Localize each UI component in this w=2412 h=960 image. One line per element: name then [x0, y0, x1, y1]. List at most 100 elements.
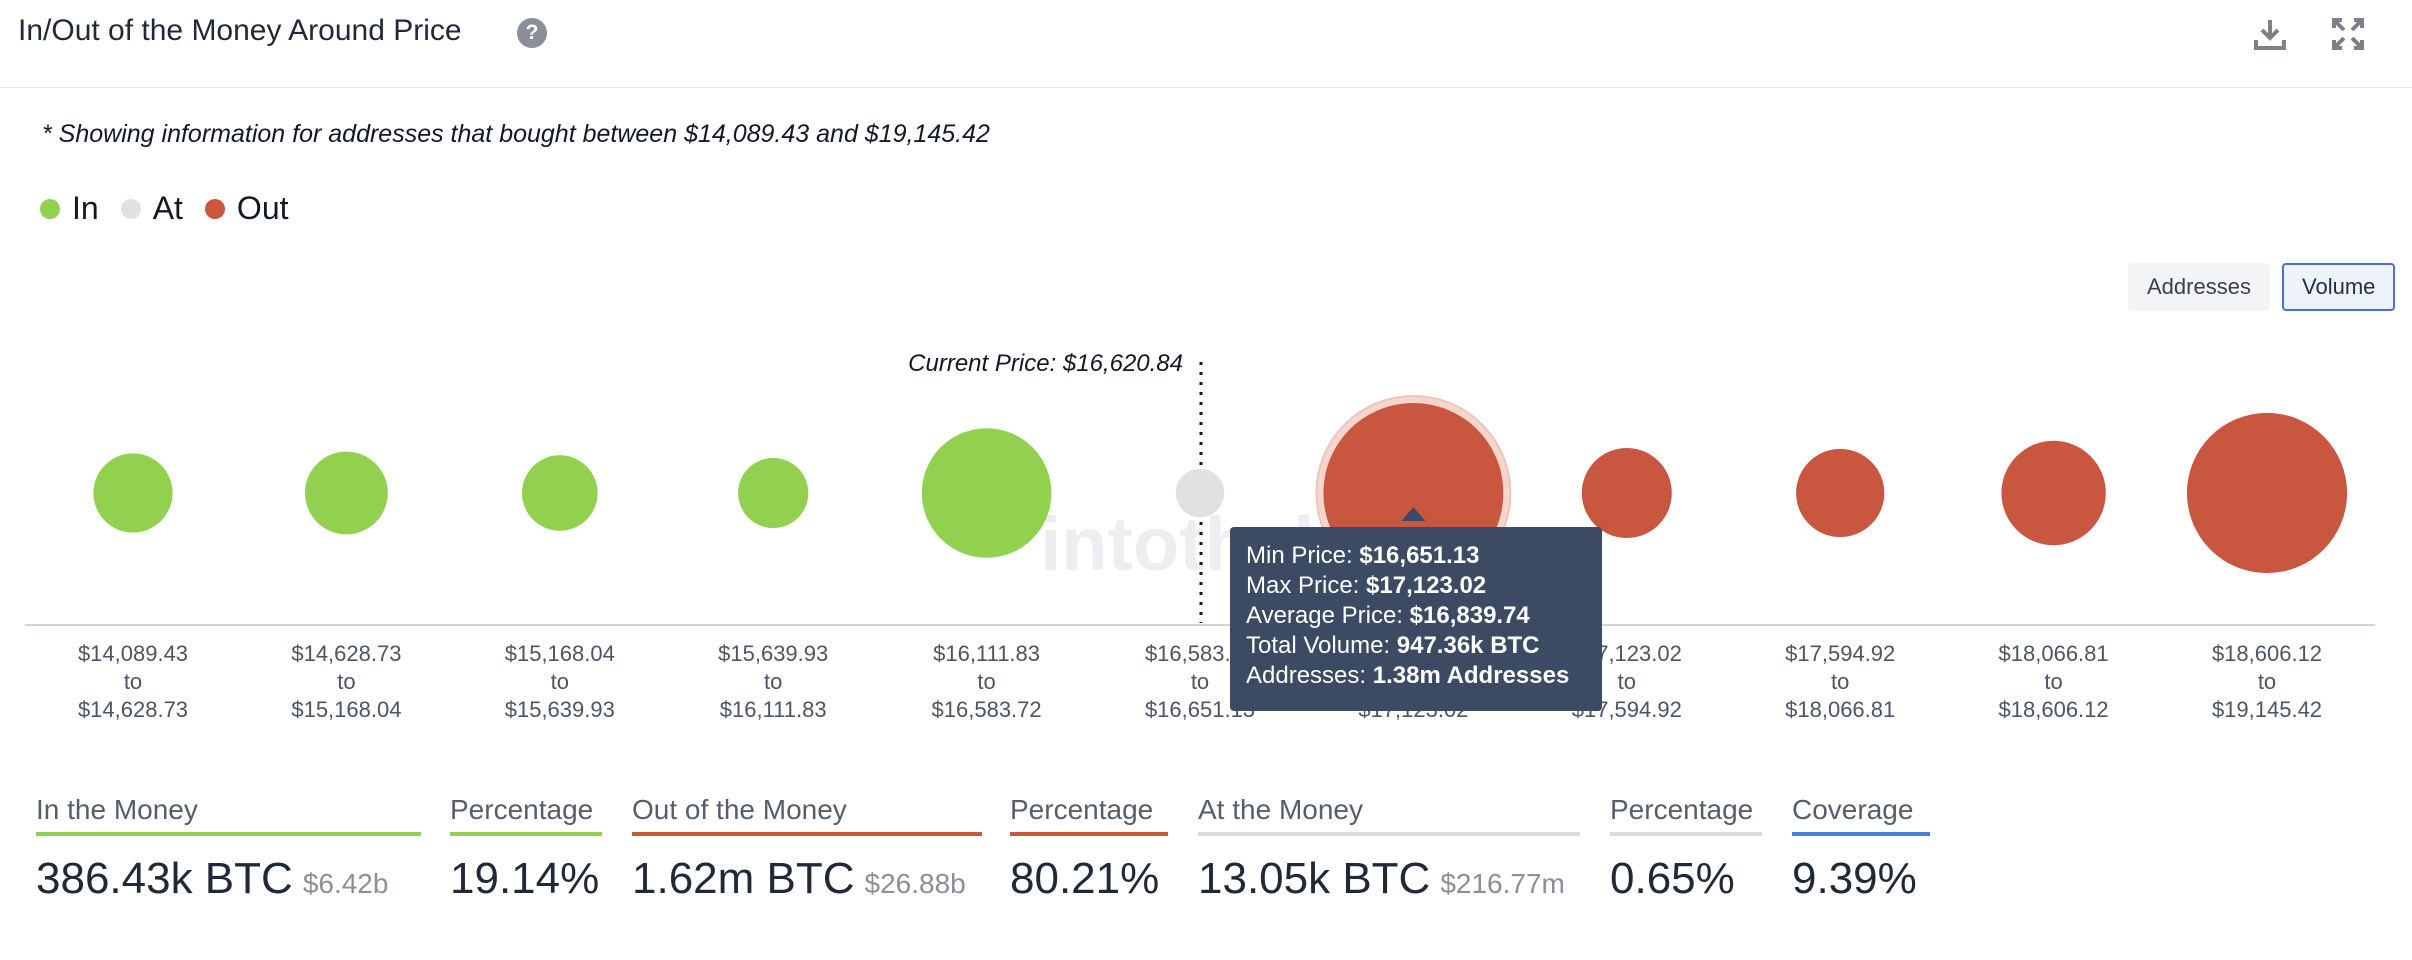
- tick-label-low: $14,089.43: [78, 641, 188, 666]
- tick-label-high: $15,168.04: [291, 697, 401, 722]
- in-pct-value: 19.14%: [450, 854, 600, 903]
- at-pct-value: 0.65%: [1610, 854, 1735, 903]
- legend-item-out[interactable]: Out: [204, 190, 289, 227]
- tick-label-high: $14,628.73: [78, 697, 188, 722]
- tick-label-to: to: [764, 669, 782, 694]
- bubble-at-5[interactable]: [1175, 468, 1225, 518]
- tick-label-to: to: [124, 669, 142, 694]
- tooltip-avg-row: Average Price: $16,839.74: [1246, 601, 1586, 631]
- legend-item-at[interactable]: At: [120, 190, 183, 227]
- at-money-bar: [1198, 832, 1580, 836]
- in-pct-bar: [450, 832, 602, 836]
- bubble-out-10[interactable]: [2186, 412, 2348, 574]
- bubble-in-2[interactable]: [522, 455, 598, 531]
- tooltip-max-label: Max Price:: [1246, 572, 1360, 599]
- tooltip-max-value: $17,123.02: [1366, 572, 1487, 599]
- tooltip-min-value: $16,651.13: [1359, 542, 1480, 569]
- out-money-value: 1.62m BTC: [632, 854, 855, 903]
- coverage-value: 9.39%: [1792, 854, 1917, 903]
- tooltip-vol-label: Total Volume:: [1246, 632, 1391, 659]
- in-money-usd: $6.42b: [302, 868, 389, 899]
- summary-at-the-money: At the Money 13.05k BTC $216.77m: [1198, 790, 1580, 904]
- tick-label-low: $15,639.93: [718, 641, 828, 666]
- cluster-tooltip: Min Price: $16,651.13 Max Price: $17,123…: [1230, 527, 1602, 711]
- tick-label-low: $15,168.04: [505, 641, 615, 666]
- out-pct-value: 80.21%: [1010, 854, 1160, 903]
- out-money-label: Out of the Money: [632, 794, 847, 825]
- bubble-in-3[interactable]: [738, 457, 809, 529]
- at-money-label: At the Money: [1198, 794, 1363, 825]
- summary-coverage: Coverage 9.39%: [1792, 790, 1930, 904]
- tooltip-addr-label: Addresses:: [1246, 662, 1367, 689]
- volume-toggle-button[interactable]: Volume: [2282, 263, 2396, 311]
- legend-dot-at: [120, 198, 141, 219]
- current-price-label: Current Price: $16,620.84: [908, 350, 1183, 377]
- money-bubble-chart: intotheblockCurrent Price: $16,620.84$14…: [25, 350, 2375, 722]
- tooltip-pointer: [1401, 507, 1426, 521]
- download-icon[interactable]: [2250, 14, 2290, 54]
- tick-label-to: to: [1191, 669, 1209, 694]
- addresses-toggle-button[interactable]: Addresses: [2128, 263, 2270, 311]
- bubble-in-0[interactable]: [93, 453, 173, 533]
- legend-dot-out: [204, 198, 225, 219]
- at-pct-label: Percentage: [1610, 794, 1754, 825]
- tick-label-low: $18,606.12: [2212, 641, 2322, 666]
- tick-label-to: to: [2044, 669, 2062, 694]
- at-money-usd: $216.77m: [1440, 868, 1565, 899]
- out-pct-bar: [1010, 832, 1168, 836]
- range-note: * Showing information for addresses that…: [42, 120, 990, 148]
- out-money-value-row: 1.62m BTC $26.88b: [632, 854, 982, 904]
- tick-label-high: $16,583.72: [932, 697, 1042, 722]
- summary-at-percentage: Percentage 0.65%: [1610, 790, 1762, 904]
- expand-icon[interactable]: [2328, 14, 2368, 54]
- in-pct-label: Percentage: [450, 794, 594, 825]
- tick-label-high: $18,606.12: [1999, 697, 2109, 722]
- tick-label-low: $14,628.73: [291, 641, 401, 666]
- out-money-usd: $26.88b: [864, 868, 966, 899]
- help-icon[interactable]: ?: [517, 18, 547, 48]
- bubble-out-8[interactable]: [1796, 448, 1885, 538]
- legend-item-in[interactable]: In: [40, 190, 99, 227]
- bubble-out-7[interactable]: [1581, 448, 1672, 538]
- in-money-bar: [36, 832, 421, 836]
- in-money-value: 386.43k BTC: [36, 854, 293, 903]
- summary-out-of-the-money: Out of the Money 1.62m BTC $26.88b: [632, 790, 982, 904]
- out-money-bar: [632, 832, 982, 836]
- summary-in-the-money: In the Money 386.43k BTC $6.42b: [36, 790, 421, 904]
- summary-in-percentage: Percentage 19.14%: [450, 790, 602, 904]
- chart-title: In/Out of the Money Around Price: [18, 14, 462, 47]
- tooltip-avg-value: $16,839.74: [1409, 602, 1530, 629]
- tooltip-addr-row: Addresses: 1.38m Addresses: [1246, 661, 1586, 691]
- bubble-in-1[interactable]: [305, 451, 388, 535]
- bubble-in-4[interactable]: [921, 428, 1052, 558]
- legend-dot-in: [40, 198, 60, 219]
- tick-label-low: $16,111.83: [933, 641, 1040, 666]
- tick-label-low: $17,594.92: [1785, 641, 1895, 666]
- tooltip-vol-value: 947.36k BTC: [1396, 632, 1540, 659]
- at-money-value: 13.05k BTC: [1198, 854, 1431, 903]
- tick-label-low: $18,066.81: [1999, 641, 2109, 666]
- tooltip-min-label: Min Price:: [1246, 542, 1353, 569]
- chart-header: In/Out of the Money Around Price ?: [0, 0, 2412, 88]
- tooltip-max-row: Max Price: $17,123.02: [1246, 571, 1586, 601]
- tooltip-avg-label: Average Price:: [1246, 602, 1403, 629]
- coverage-label: Coverage: [1792, 794, 1914, 825]
- at-pct-bar: [1610, 832, 1762, 836]
- out-pct-label: Percentage: [1010, 794, 1154, 825]
- tick-label-to: to: [977, 669, 995, 694]
- tick-label-to: to: [551, 669, 569, 694]
- tick-label-high: $18,066.81: [1785, 697, 1895, 722]
- bubble-out-9[interactable]: [2001, 440, 2106, 546]
- coverage-bar: [1792, 832, 1930, 836]
- legend-label-in: In: [72, 190, 99, 226]
- in-money-value-row: 386.43k BTC $6.42b: [36, 854, 421, 904]
- tick-label-to: to: [2258, 669, 2276, 694]
- tick-label-to: to: [337, 669, 355, 694]
- legend-label-at: At: [152, 190, 183, 226]
- tick-label-to: to: [1618, 669, 1636, 694]
- tooltip-addr-value: 1.38m Addresses: [1372, 662, 1570, 689]
- tick-label-high: $15,639.93: [505, 697, 615, 722]
- in-money-label: In the Money: [36, 794, 198, 825]
- legend: In At Out: [40, 190, 311, 227]
- tick-label-to: to: [1831, 669, 1849, 694]
